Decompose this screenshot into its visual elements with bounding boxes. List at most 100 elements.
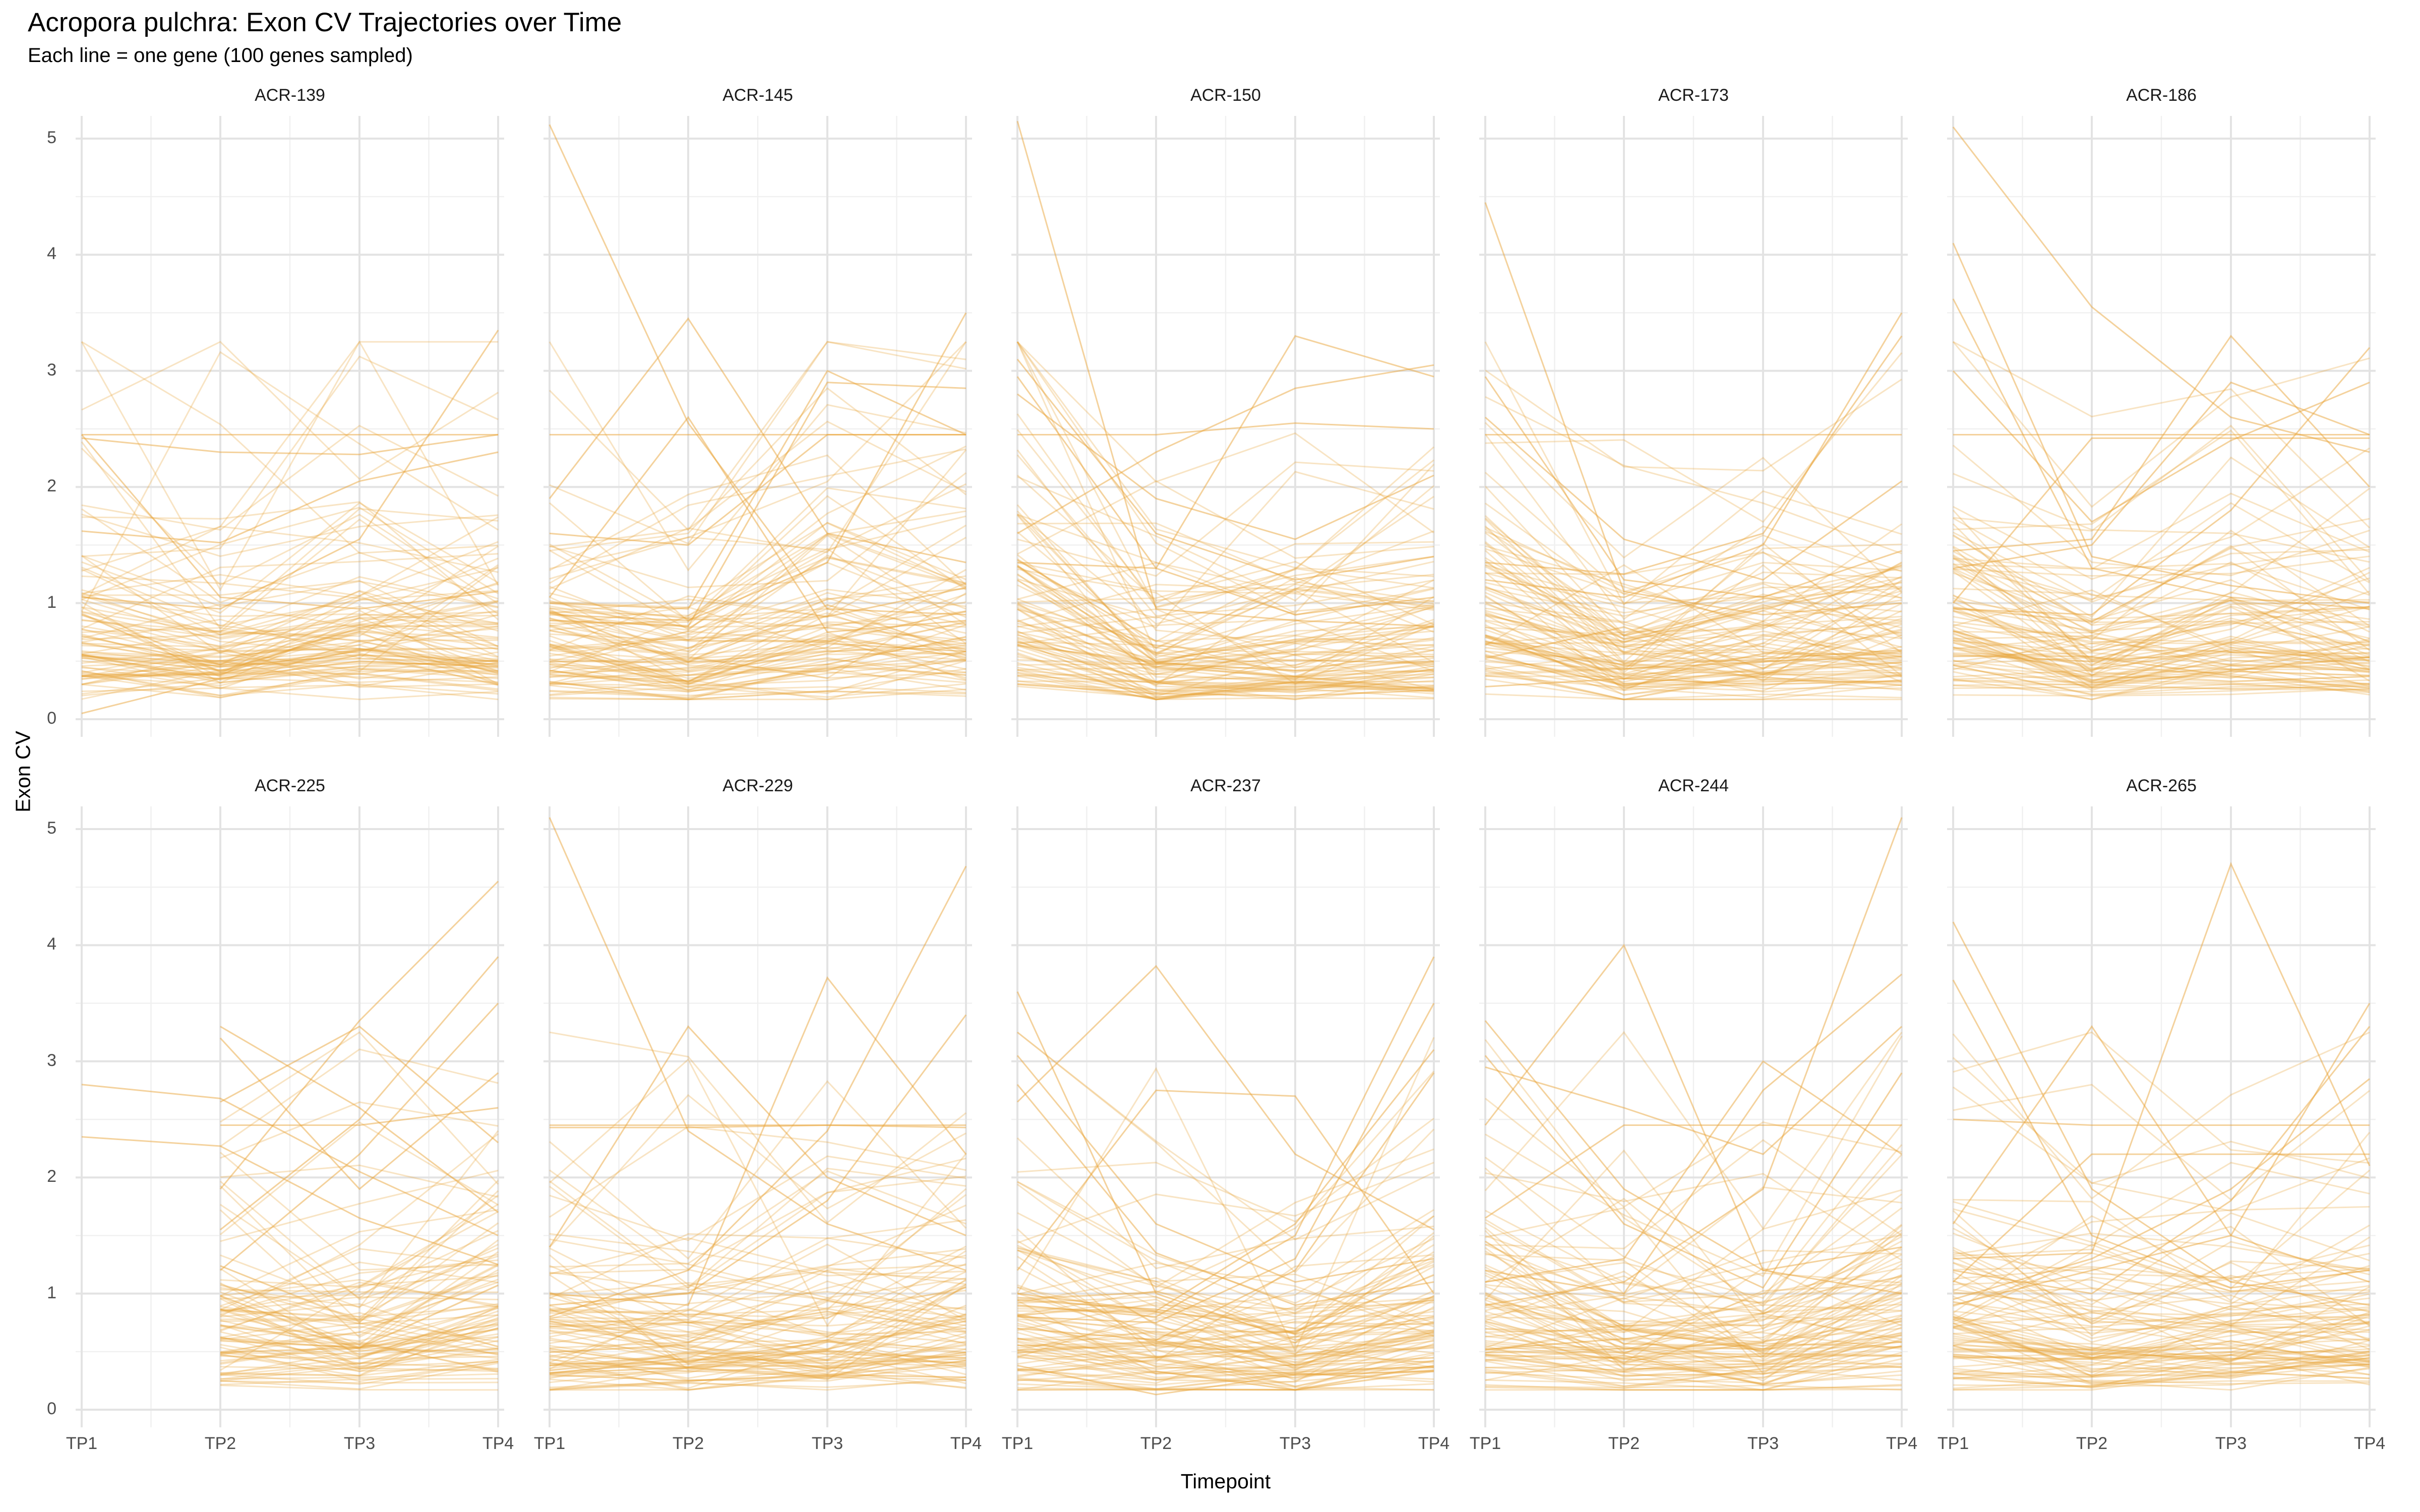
- gene-line: [550, 1375, 966, 1391]
- facet-panel-ACR-150: [1011, 116, 1440, 737]
- gene-line: [1485, 1384, 1902, 1391]
- gene-line: [549, 647, 966, 665]
- gene-line: [1017, 568, 1434, 685]
- gene-line: [1017, 560, 1434, 600]
- gene-line: [1953, 1280, 2370, 1343]
- gene-line: [1017, 531, 1434, 663]
- gene-line: [1485, 523, 1902, 668]
- y-tick-label: 4: [47, 934, 56, 954]
- gene-line: [549, 605, 966, 628]
- gene-line: [81, 669, 499, 700]
- gene-line: [549, 665, 966, 699]
- gene-line: [1017, 619, 1434, 686]
- gene-line: [1017, 584, 1434, 655]
- gene-line: [549, 554, 966, 655]
- gene-line: [549, 606, 966, 651]
- gene-line: [1485, 562, 1902, 645]
- gene-line: [1953, 647, 2370, 689]
- gene-line: [1017, 1320, 1434, 1368]
- gene-line: [549, 454, 967, 586]
- gridlines: [543, 116, 972, 737]
- gene-line: [1953, 643, 2370, 663]
- gene-line: [1017, 1357, 1434, 1371]
- gene-line: [1017, 1162, 1434, 1244]
- gene-line: [549, 663, 966, 701]
- gene-line: [81, 613, 499, 666]
- gene-line: [1953, 424, 2371, 582]
- gene-line: [549, 1313, 966, 1374]
- gene-line: [1017, 1336, 1434, 1359]
- x-tick-label: TP2: [2076, 1434, 2108, 1453]
- gene-line: [1017, 577, 1434, 656]
- gene-line: [81, 645, 499, 667]
- gene-line: [1017, 1372, 1434, 1386]
- gene-line: [1485, 561, 1902, 634]
- gene-line: [1017, 673, 1434, 695]
- gene-line: [1953, 1312, 2370, 1335]
- gene-line: [549, 317, 966, 563]
- gene-line: [1953, 1268, 2370, 1311]
- facet-title: ACR-265: [2126, 776, 2197, 795]
- gene-line: [549, 1247, 966, 1318]
- gene-line: [1017, 1321, 1434, 1363]
- gene-line: [81, 641, 499, 664]
- gene-line: [220, 1341, 499, 1373]
- gene-line: [1017, 588, 1434, 686]
- gene-line: [1017, 565, 1434, 663]
- gene-line: [1485, 1345, 1902, 1375]
- gene-line: [1017, 608, 1434, 691]
- gene-line: [81, 566, 499, 672]
- gene-line: [1485, 1342, 1902, 1359]
- gene-line: [549, 1315, 966, 1335]
- gene-line: [1485, 396, 1902, 554]
- gene-line: [1953, 1363, 2370, 1391]
- gene-line: [549, 341, 967, 590]
- gene-line: [220, 1247, 499, 1308]
- gene-line: [1953, 1350, 2370, 1378]
- gene-line: [1017, 669, 1434, 701]
- gene-line: [1017, 1032, 1434, 1241]
- gene-line: [1952, 1025, 2370, 1283]
- gridlines: [1479, 806, 1908, 1427]
- gene-line: [549, 1094, 966, 1248]
- gene-line: [220, 1194, 499, 1299]
- gene-line: [1953, 687, 2370, 697]
- facet-panel-ACR-145: [543, 116, 972, 737]
- gene-line: [1953, 1169, 2370, 1289]
- gene-line: [220, 1324, 499, 1346]
- gene-line: [1953, 636, 2370, 669]
- gene-line: [1485, 623, 1902, 676]
- gene-line: [549, 604, 966, 683]
- gene-line: [81, 576, 499, 633]
- gene-line: [1017, 1240, 1434, 1367]
- gene-line: [549, 1286, 966, 1360]
- x-tick-label: TP4: [950, 1434, 982, 1453]
- gene-line: [81, 610, 499, 653]
- gene-line: [1017, 335, 1434, 570]
- gene-line: [549, 1270, 966, 1320]
- gene-line: [1485, 610, 1902, 678]
- gene-line: [81, 351, 499, 612]
- gene-line: [1017, 1333, 1434, 1375]
- gene-line: [1952, 510, 2370, 666]
- gene-line: [1953, 637, 2370, 682]
- gene-line: [1017, 514, 1434, 616]
- gene-line: [1485, 1352, 1902, 1372]
- gene-line: [1017, 1181, 1434, 1315]
- gene-line: [1953, 572, 2370, 625]
- gene-line: [1484, 1149, 1902, 1331]
- gene-line: [1953, 1248, 2370, 1292]
- gene-line: [1953, 664, 2370, 685]
- gene-line: [549, 382, 966, 627]
- gene-line: [549, 1282, 966, 1339]
- x-tick-label: TP4: [2353, 1434, 2386, 1453]
- gene-line: [549, 1157, 966, 1289]
- y-tick-label: 3: [47, 360, 56, 380]
- gene-line: [1017, 598, 1434, 667]
- gene-line: [549, 341, 966, 572]
- gene-line: [1017, 1284, 1434, 1368]
- gene-line: [1017, 1349, 1434, 1370]
- gene-line: [220, 1264, 499, 1337]
- gene-line: [1953, 630, 2370, 674]
- gene-line: [549, 582, 966, 649]
